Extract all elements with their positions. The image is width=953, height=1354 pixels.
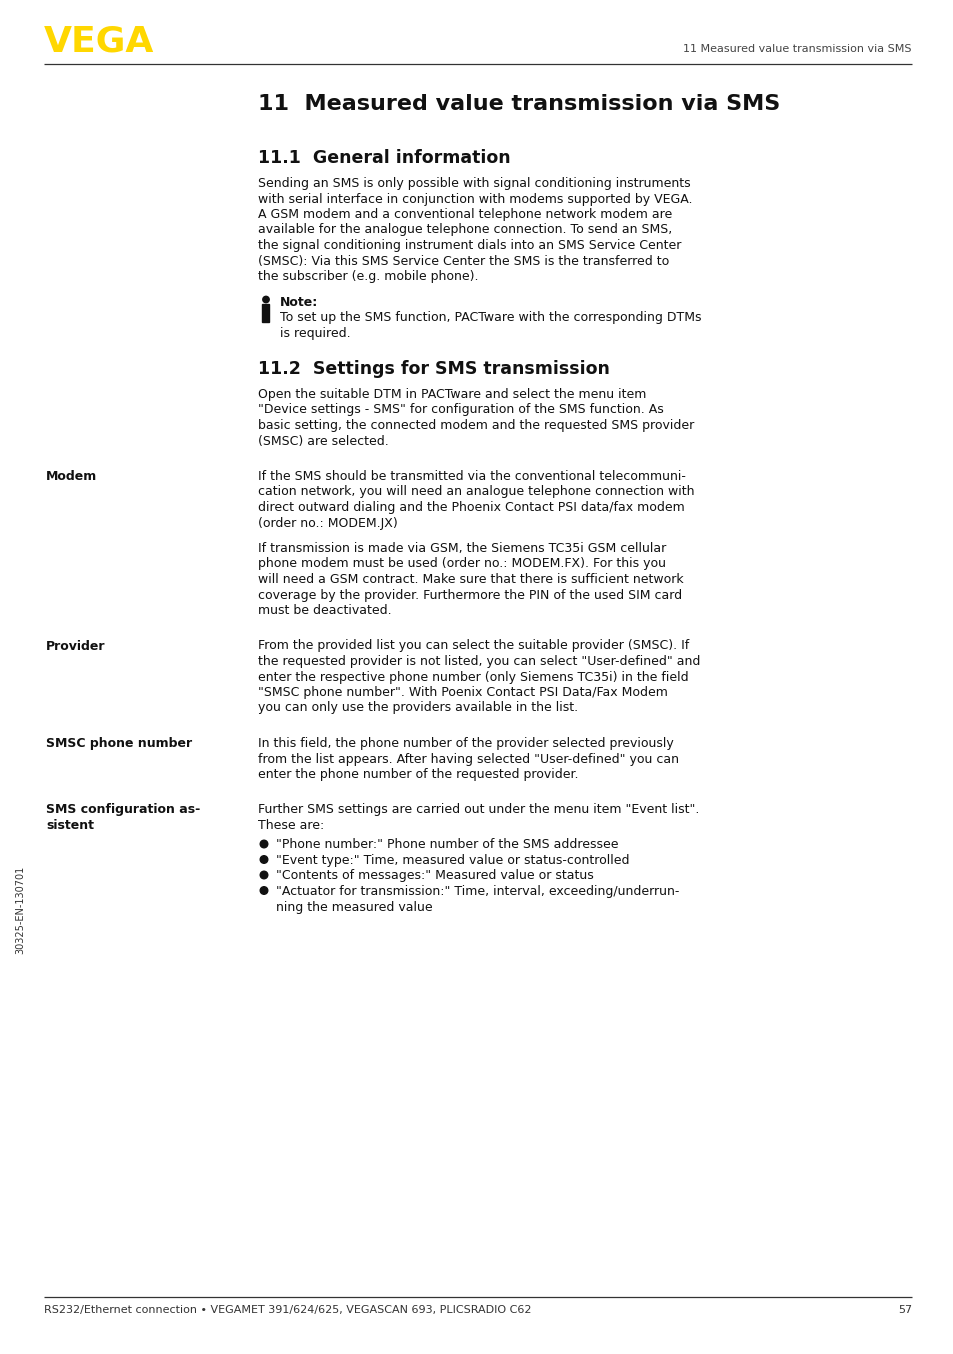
Text: cation network, you will need an analogue telephone connection with: cation network, you will need an analogu… — [257, 486, 694, 498]
Text: 57: 57 — [897, 1305, 911, 1315]
Text: from the list appears. After having selected "User-defined" you can: from the list appears. After having sele… — [257, 753, 679, 765]
Text: "Phone number:" Phone number of the SMS addressee: "Phone number:" Phone number of the SMS … — [275, 838, 618, 852]
Text: Modem: Modem — [46, 470, 97, 483]
Bar — [262, 303, 269, 321]
Circle shape — [262, 297, 269, 303]
Text: Note:: Note: — [280, 295, 318, 309]
Text: VEGA: VEGA — [44, 24, 154, 58]
Text: These are:: These are: — [257, 819, 324, 831]
Text: available for the analogue telephone connection. To send an SMS,: available for the analogue telephone con… — [257, 223, 672, 237]
Circle shape — [260, 871, 268, 879]
Text: sistent: sistent — [46, 819, 94, 831]
Text: is required.: is required. — [280, 326, 351, 340]
Text: the signal conditioning instrument dials into an SMS Service Center: the signal conditioning instrument dials… — [257, 240, 680, 252]
Text: To set up the SMS function, PACTware with the corresponding DTMs: To set up the SMS function, PACTware wit… — [280, 311, 700, 324]
Text: From the provided list you can select the suitable provider (SMSC). If: From the provided list you can select th… — [257, 639, 688, 653]
Text: Open the suitable DTM in PACTware and select the menu item: Open the suitable DTM in PACTware and se… — [257, 389, 646, 401]
Text: 30325-EN-130701: 30325-EN-130701 — [15, 865, 25, 955]
Text: 11 Measured value transmission via SMS: 11 Measured value transmission via SMS — [682, 43, 911, 54]
Text: ning the measured value: ning the measured value — [275, 900, 432, 914]
Text: In this field, the phone number of the provider selected previously: In this field, the phone number of the p… — [257, 737, 673, 750]
Circle shape — [260, 856, 268, 864]
Text: A GSM modem and a conventional telephone network modem are: A GSM modem and a conventional telephone… — [257, 209, 672, 221]
Text: "SMSC phone number". With Poenix Contact PSI Data/Fax Modem: "SMSC phone number". With Poenix Contact… — [257, 686, 667, 699]
Text: enter the phone number of the requested provider.: enter the phone number of the requested … — [257, 768, 578, 781]
Text: "Contents of messages:" Measured value or status: "Contents of messages:" Measured value o… — [275, 869, 593, 883]
Text: "Device settings - SMS" for configuration of the SMS function. As: "Device settings - SMS" for configuratio… — [257, 403, 663, 417]
Circle shape — [260, 841, 268, 848]
Text: enter the respective phone number (only Siemens TC35i) in the field: enter the respective phone number (only … — [257, 670, 688, 684]
Text: with serial interface in conjunction with modems supported by VEGA.: with serial interface in conjunction wit… — [257, 192, 692, 206]
Text: "Actuator for transmission:" Time, interval, exceeding/underrun-: "Actuator for transmission:" Time, inter… — [275, 886, 679, 898]
Text: phone modem must be used (order no.: MODEM.FX). For this you: phone modem must be used (order no.: MOD… — [257, 558, 665, 570]
Text: If transmission is made via GSM, the Siemens TC35i GSM cellular: If transmission is made via GSM, the Sie… — [257, 542, 665, 555]
Text: 11.2  Settings for SMS transmission: 11.2 Settings for SMS transmission — [257, 360, 609, 378]
Text: you can only use the providers available in the list.: you can only use the providers available… — [257, 701, 578, 715]
Text: (SMSC): Via this SMS Service Center the SMS is the transferred to: (SMSC): Via this SMS Service Center the … — [257, 255, 669, 268]
Text: basic setting, the connected modem and the requested SMS provider: basic setting, the connected modem and t… — [257, 418, 694, 432]
Text: RS232/Ethernet connection • VEGAMET 391/624/625, VEGASCAN 693, PLICSRADIO C62: RS232/Ethernet connection • VEGAMET 391/… — [44, 1305, 531, 1315]
Text: SMSC phone number: SMSC phone number — [46, 737, 192, 750]
Text: Further SMS settings are carried out under the menu item "Event list".: Further SMS settings are carried out und… — [257, 803, 699, 816]
Text: If the SMS should be transmitted via the conventional telecommuni-: If the SMS should be transmitted via the… — [257, 470, 685, 483]
Text: SMS configuration as-: SMS configuration as- — [46, 803, 200, 816]
Circle shape — [260, 887, 268, 894]
Text: direct outward dialing and the Phoenix Contact PSI data/fax modem: direct outward dialing and the Phoenix C… — [257, 501, 684, 515]
Text: Provider: Provider — [46, 639, 106, 653]
Text: 11  Measured value transmission via SMS: 11 Measured value transmission via SMS — [257, 93, 780, 114]
Text: the subscriber (e.g. mobile phone).: the subscriber (e.g. mobile phone). — [257, 269, 478, 283]
Text: must be deactivated.: must be deactivated. — [257, 604, 392, 617]
Text: coverage by the provider. Furthermore the PIN of the used SIM card: coverage by the provider. Furthermore th… — [257, 589, 681, 601]
Text: (SMSC) are selected.: (SMSC) are selected. — [257, 435, 388, 448]
Text: 11.1  General information: 11.1 General information — [257, 149, 510, 167]
Text: "Event type:" Time, measured value or status-controlled: "Event type:" Time, measured value or st… — [275, 854, 629, 867]
Text: Sending an SMS is only possible with signal conditioning instruments: Sending an SMS is only possible with sig… — [257, 177, 690, 190]
Text: (order no.: MODEM.JX): (order no.: MODEM.JX) — [257, 516, 397, 529]
Text: will need a GSM contract. Make sure that there is sufficient network: will need a GSM contract. Make sure that… — [257, 573, 683, 586]
Text: the requested provider is not listed, you can select "User-defined" and: the requested provider is not listed, yo… — [257, 655, 700, 668]
